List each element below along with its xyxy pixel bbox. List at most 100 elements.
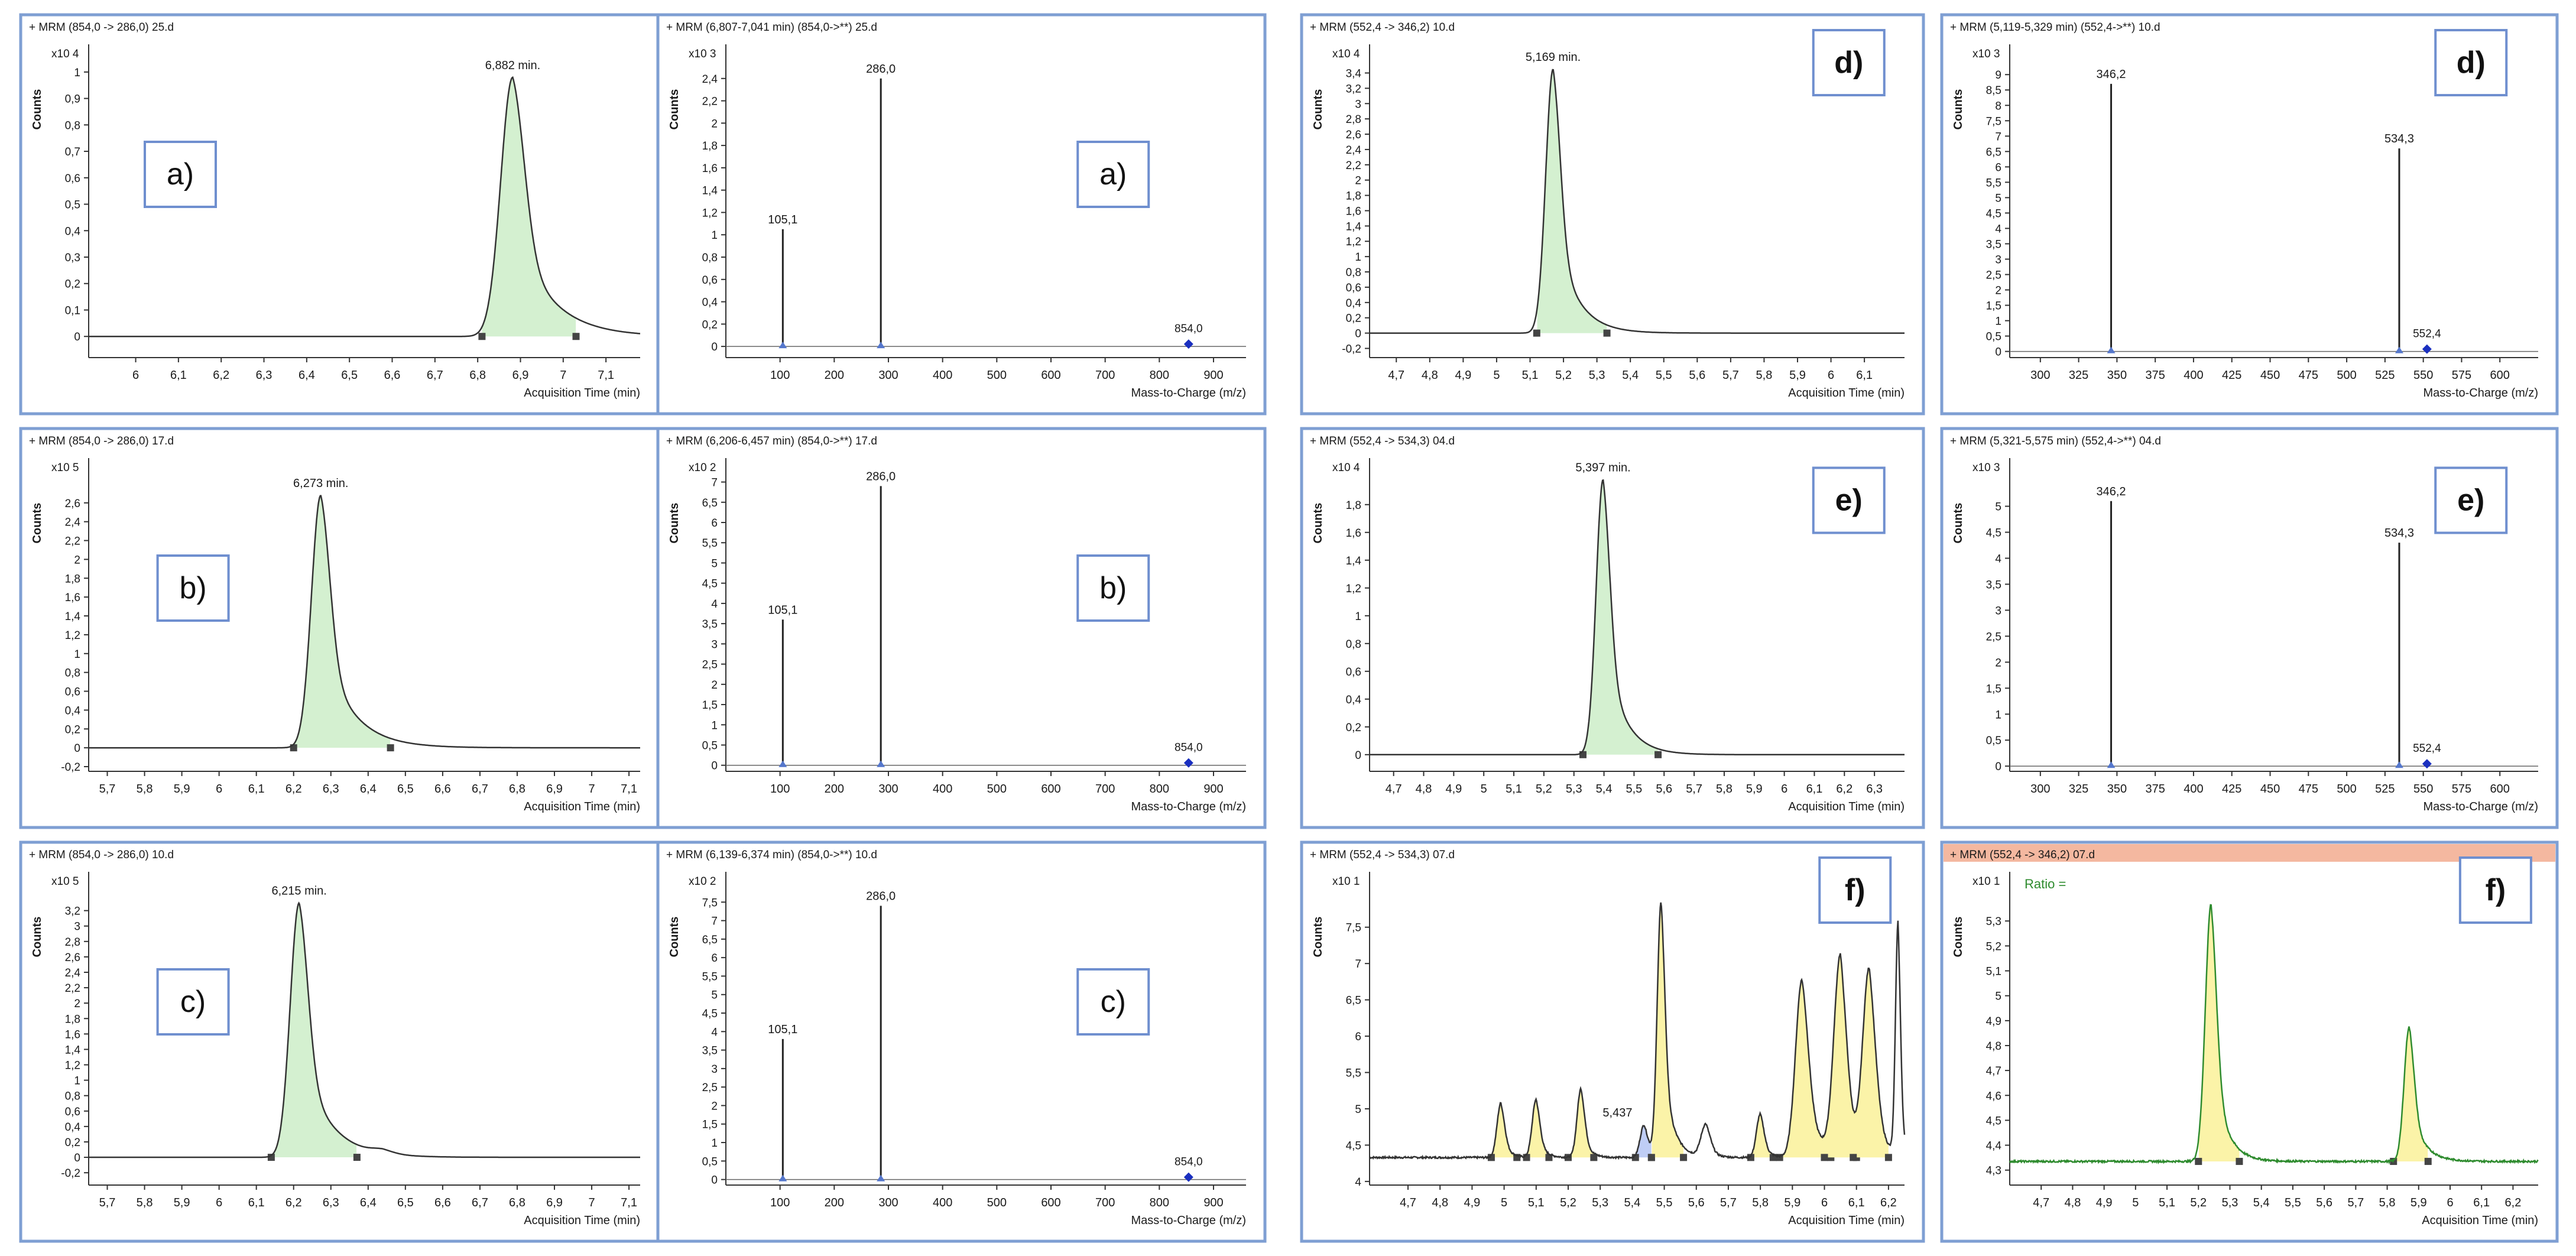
y-tick-label: 0,2: [65, 1137, 80, 1149]
y-tick-label: 1: [1995, 316, 2001, 328]
y-tick-label: 0,2: [1346, 313, 1361, 325]
y-tick-label: 1,4: [65, 1044, 81, 1056]
integration-marker: [478, 333, 486, 340]
y-tick-label: 1: [1995, 709, 2001, 721]
y-tick-label: 5,3: [1986, 916, 2001, 928]
x-tick-label: 7: [588, 1196, 595, 1209]
y-tick-label: 1,6: [65, 1028, 80, 1041]
x-tick-label: 7: [588, 783, 595, 796]
x-tick-label: 4,9: [2096, 1196, 2113, 1209]
integration-marker: [2424, 1157, 2432, 1165]
ion-marker: [778, 1174, 787, 1182]
integration-marker: [353, 1154, 361, 1161]
x-tick-label: 6,2: [285, 1196, 302, 1209]
x-tick-label: 200: [825, 783, 844, 796]
integration-marker: [1590, 1154, 1598, 1161]
y-tick-label: 4,8: [1986, 1040, 2001, 1053]
panel-frame: [19, 840, 661, 1243]
ion-label: 105,1: [768, 1023, 797, 1036]
x-tick-label: 5,7: [1720, 1196, 1737, 1209]
y-tick-label: 3: [1995, 254, 2001, 266]
y-tick-label: 0,5: [65, 199, 80, 212]
chromatogram-trace: [1370, 69, 1905, 334]
y-tick-label: 2: [1995, 285, 2001, 297]
x-tick-label: 300: [878, 369, 898, 382]
y-axis-title: Counts: [1312, 89, 1325, 130]
x-tick-label: 5: [1481, 783, 1487, 796]
y-tick-label: 2: [711, 679, 718, 692]
x-tick-label: 5: [2132, 1196, 2139, 1209]
y-tick-label: 0,6: [65, 1106, 80, 1118]
y-tick-label: 6: [1995, 161, 2001, 174]
y-tick-label: 0: [711, 760, 718, 773]
c-spec-panel: + MRM (6,139-6,374 min) (854,0->**) 10.d…: [656, 840, 1267, 1243]
y-tick-label: 6,5: [1346, 995, 1361, 1007]
y-tick-label: 1: [711, 719, 718, 732]
x-tick-label: 5,8: [1752, 1196, 1769, 1209]
precursor-label: 552,4: [2413, 328, 2441, 340]
y-exponent: x10 5: [51, 875, 79, 888]
panel-letter: b): [1099, 571, 1127, 605]
x-tick-label: 400: [2184, 369, 2203, 382]
y-tick-label: 5,5: [702, 537, 718, 550]
panel-letter: d): [2457, 46, 2486, 80]
ion-label: 534,3: [2384, 527, 2414, 540]
y-tick-label: 1: [711, 229, 718, 242]
y-tick-label: 2: [711, 118, 718, 130]
x-axis-title: Mass-to-Charge (m/z): [1131, 800, 1246, 813]
x-tick-label: 500: [987, 369, 1007, 382]
integration-marker: [572, 333, 580, 340]
x-tick-label: 6,3: [323, 1196, 339, 1209]
x-tick-label: 5,4: [1596, 783, 1613, 796]
panel-letter: e): [2457, 483, 2484, 518]
x-tick-label: 6,6: [384, 369, 401, 382]
chromatogram-trace: [89, 901, 640, 1158]
y-tick-label: 3: [711, 1063, 718, 1076]
y-tick-label: 1,8: [702, 140, 718, 152]
panel-letter-box: [1818, 856, 1892, 924]
x-tick-label: 325: [2069, 369, 2088, 382]
x-tick-label: 5,8: [1756, 369, 1773, 382]
ion-label: 286,0: [866, 470, 896, 483]
x-tick-label: 400: [933, 783, 952, 796]
y-exponent: x10 1: [1332, 875, 1360, 888]
integration-marker: [1680, 1154, 1688, 1161]
x-tick-label: 5,7: [2347, 1196, 2364, 1209]
y-exponent: x10 3: [689, 48, 716, 60]
peak-label: 6,215 min.: [271, 885, 326, 898]
y-tick-label: 2,2: [1346, 160, 1361, 172]
y-tick-label: 0: [1355, 328, 1361, 340]
x-tick-label: 425: [2222, 369, 2241, 382]
y-tick-label: 0: [711, 341, 718, 353]
y-tick-label: 1,8: [65, 573, 80, 585]
panel-header: + MRM (552,4 -> 534,3) 04.d: [1310, 435, 1455, 447]
ion-label: 346,2: [2097, 485, 2126, 498]
panel-letter-box: [1076, 141, 1150, 208]
x-tick-label: 5,1: [1522, 369, 1539, 382]
ion-marker: [877, 760, 885, 767]
y-tick-label: 0,2: [65, 278, 80, 291]
y-tick-label: 4,5: [1986, 527, 2001, 540]
panel-letter: d): [1834, 46, 1863, 80]
y-tick-label: 0,6: [1346, 282, 1361, 294]
y-tick-label: 1,6: [1346, 205, 1361, 218]
y-tick-label: 2,5: [702, 659, 718, 671]
x-tick-label: 6,8: [509, 783, 525, 796]
x-tick-label: 6,5: [397, 783, 414, 796]
x-tick-label: 6,1: [170, 369, 187, 382]
x-tick-label: 5,9: [1789, 369, 1806, 382]
panel-header: + MRM (5,321-5,575 min) (552,4->**) 04.d: [1950, 435, 2161, 447]
x-tick-label: 6,2: [2505, 1196, 2522, 1209]
y-tick-label: 6: [711, 517, 718, 530]
x-tick-label: 475: [2299, 369, 2318, 382]
y-tick-label: 0,5: [702, 1156, 718, 1168]
ion-marker: [2395, 761, 2403, 768]
chromatogram-trace: [1370, 479, 1905, 756]
x-tick-label: 5: [1493, 369, 1500, 382]
x-tick-label: 425: [2222, 783, 2241, 796]
y-tick-label: 1,2: [702, 207, 718, 219]
y-tick-label: -0,2: [61, 761, 80, 774]
x-tick-label: 5,6: [1689, 369, 1705, 382]
y-tick-label: 2: [74, 554, 80, 566]
y-tick-label: 5: [1355, 1104, 1361, 1116]
